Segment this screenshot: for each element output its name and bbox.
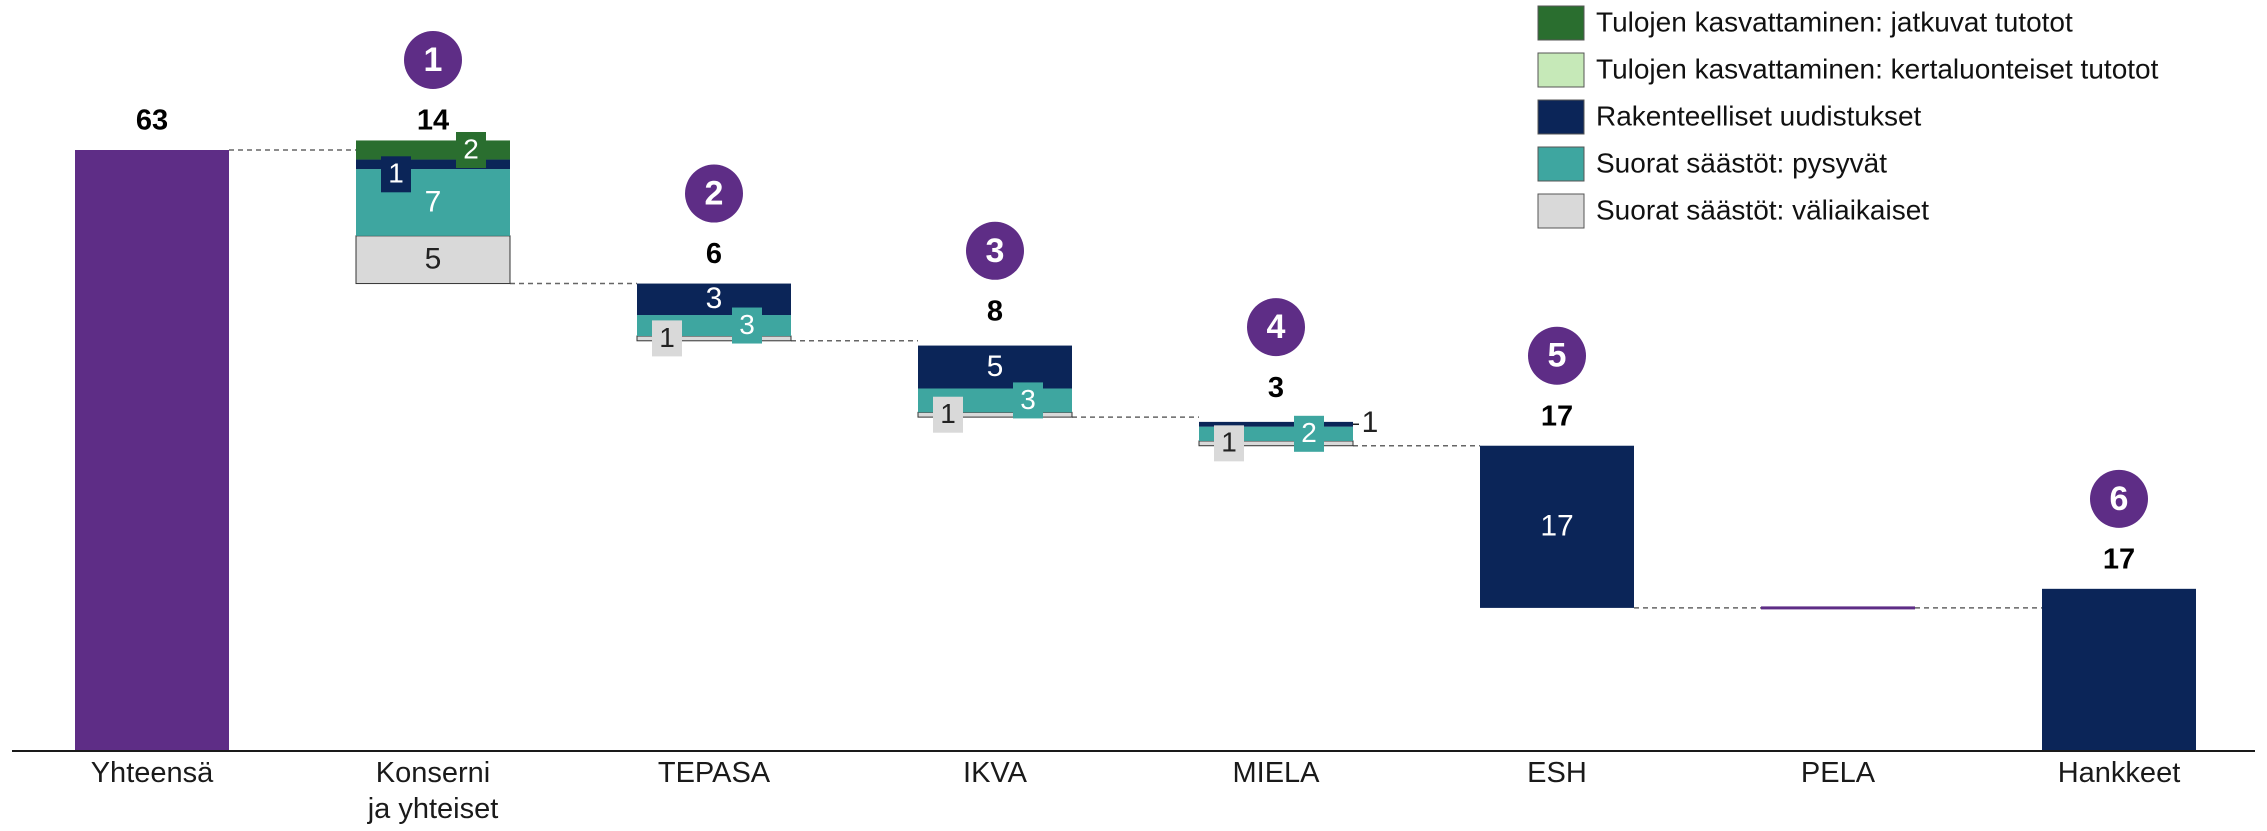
segment-label: 3 [1020,384,1036,415]
segment-label: 3 [706,282,723,315]
legend-label: Tulojen kasvattaminen: kertaluonteiset t… [1596,53,2159,84]
step-badge [685,164,743,223]
bar-value-label: 63 [136,105,168,137]
step-badge-number: 4 [1267,308,1286,346]
category-label: ESH [1527,757,1587,789]
bar-total [75,150,229,751]
step-badge [966,221,1024,280]
segment-label-box [381,156,411,193]
step-badge-number: 5 [1548,337,1567,375]
step-badge [1247,298,1305,357]
step-badge-number: 2 [705,175,724,213]
segment-label: 5 [425,243,442,276]
bar-segment-jatkuvat [356,140,510,160]
bar-value-label: 14 [417,105,449,137]
segment-label: 1 [388,158,404,189]
legend-label: Rakenteelliset uudistukset [1596,100,1922,131]
bar-zero-marker [1761,606,1915,610]
bar-value-label: 17 [2103,543,2135,575]
segment-label: 1 [659,322,675,353]
category-label: Yhteensä [91,757,214,789]
segment-label-box [1013,382,1043,419]
legend-swatch-rakenteelliset [1537,99,1585,135]
bar-value-label: 3 [1268,372,1284,404]
legend-swatch-valiaikaiset [1537,193,1585,229]
bar-value-label: 8 [987,295,1003,327]
bar-segment-rakenteelliset [1199,421,1353,427]
segment-label: 5 [987,350,1004,383]
step-badge-number: 6 [2110,480,2129,518]
legend-swatch-jatkuvat [1537,5,1585,41]
segment-label: 3 [739,309,755,340]
category-label: Konserni ja yhteiset [367,757,499,825]
segment-label-box [456,132,486,168]
segment-label-box [652,320,682,357]
segment-label-box [1294,415,1324,452]
bar-segment-rakenteelliset [2042,588,2196,751]
step-badge [2090,469,2148,528]
segment-label-box [732,307,762,344]
category-label: IKVA [963,757,1028,789]
segment-label-box [1214,425,1244,462]
segment-label-box [933,396,963,433]
bar-segment-valiaikaiset [1198,440,1354,447]
segment-label: 2 [1301,417,1317,448]
category-label: TEPASA [658,757,771,789]
category-label: PELA [1801,757,1876,789]
segment-label: 1 [940,398,956,429]
bar-segment-rakenteelliset [1480,445,1634,608]
bar-segment-valiaikaiset [355,235,511,285]
legend-label: Tulojen kasvattaminen: jatkuvat tutotot [1596,6,2073,37]
legend-label: Suorat säästöt: väliaikaiset [1596,194,1929,225]
bar-value-label: 6 [706,238,722,270]
step-badge [404,31,462,89]
bar-value-label: 17 [1541,400,1573,432]
category-label: MIELA [1232,757,1320,789]
category-label: Hankkeet [2058,757,2181,789]
segment-label: 1 [1221,427,1237,458]
bar-segment-rakenteelliset [918,345,1072,389]
bar-segment-rakenteelliset [637,283,791,316]
bar-segment-rakenteelliset [356,159,510,170]
segment-label: 17 [1540,510,1573,543]
step-badge [1528,326,1586,385]
step-badge-number: 3 [986,232,1005,270]
step-badge-number: 1 [424,41,443,79]
segment-label: 7 [425,185,442,218]
segment-label: 1 [1362,406,1379,439]
segment-label: 2 [463,133,479,164]
legend-swatch-pysyvat [1537,146,1585,182]
legend-label: Suorat säästöt: pysyvät [1596,147,1887,178]
legend-swatch-kertaluonteiset [1537,52,1585,88]
